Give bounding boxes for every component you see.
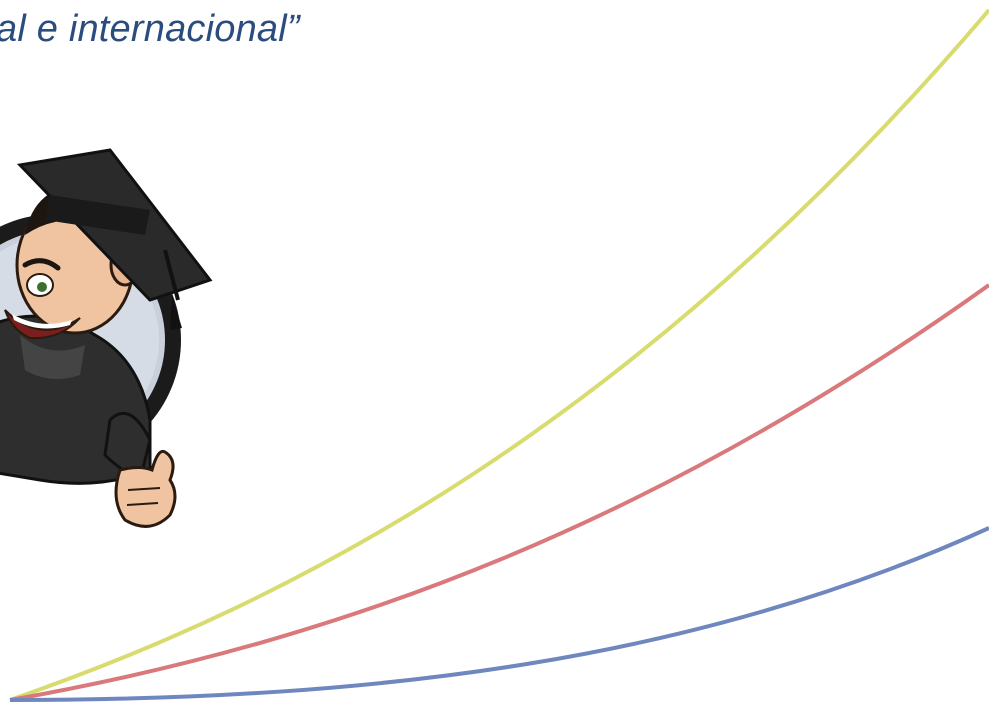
curve-blue <box>9 526 989 702</box>
curve-red <box>9 283 989 702</box>
slide-title: al e internacional” <box>0 8 300 50</box>
curve-yellow <box>9 8 989 702</box>
